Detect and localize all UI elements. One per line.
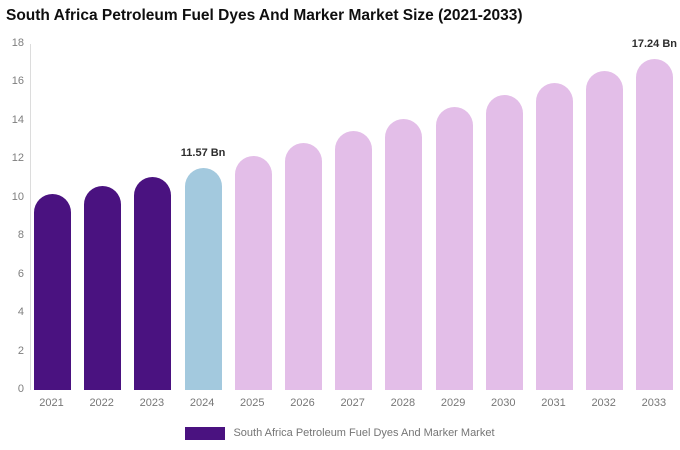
bar-2029[interactable] <box>435 107 473 390</box>
chart-title: South Africa Petroleum Fuel Dyes And Mar… <box>6 7 523 24</box>
x-axis-tick-label: 2033 <box>641 397 667 409</box>
y-axis-tick-label: 2 <box>17 344 24 357</box>
x-axis-tick-label: 2029 <box>440 397 466 409</box>
x-axis-tick-label: 2021 <box>39 397 64 409</box>
bar-value-label: 17.24 Bn <box>631 37 677 50</box>
plot-area: 11.57 Bn 17.24 Bn <box>30 38 677 390</box>
bar-2033[interactable] <box>636 58 674 390</box>
x-axis-tick-label: 2024 <box>189 397 215 409</box>
y-axis-tick-label: 0 <box>17 383 24 395</box>
bar-2021[interactable] <box>34 193 71 390</box>
y-axis-tick-label: 18 <box>11 37 24 49</box>
y-axis-tick-label: 8 <box>17 229 24 242</box>
y-axis-tick-label: 4 <box>17 306 24 319</box>
bar-2027[interactable] <box>335 131 373 390</box>
x-axis-tick-label: 2028 <box>390 397 416 409</box>
x-axis-tick-label: 2030 <box>491 397 516 409</box>
legend-item[interactable]: South Africa Petroleum Fuel Dyes And Mar… <box>185 426 495 440</box>
x-axis-tick-label: 2022 <box>89 397 114 409</box>
x-axis-tick-label: 2025 <box>240 397 265 409</box>
y-axis-tick-label: 14 <box>11 113 24 126</box>
bar-2028[interactable] <box>385 119 423 390</box>
y-axis-tick-label: 16 <box>11 75 24 88</box>
x-axis-tick-label: 2026 <box>290 397 315 409</box>
y-axis-labels: 0 2 4 6 8 10 12 14 16 18 <box>0 37 26 395</box>
x-axis-tick-label: 2031 <box>541 397 566 409</box>
legend: South Africa Petroleum Fuel Dyes And Mar… <box>0 426 680 440</box>
bar-2023[interactable] <box>134 176 172 390</box>
x-axis-tick-label: 2023 <box>139 397 165 409</box>
y-axis-tick-label: 6 <box>17 267 24 280</box>
bar-value-label: 11.57 Bn <box>180 146 226 159</box>
bar-2030[interactable] <box>485 94 523 390</box>
y-axis-tick-label: 10 <box>11 190 24 203</box>
bar-2025[interactable] <box>234 155 272 390</box>
x-axis-tick-label: 2032 <box>591 397 616 409</box>
y-axis-tick-label: 12 <box>11 152 24 165</box>
bar-2032[interactable] <box>586 70 624 390</box>
legend-swatch <box>185 426 226 440</box>
bar-2024[interactable] <box>184 167 222 390</box>
bar-2026[interactable] <box>285 143 322 390</box>
bar-2031[interactable] <box>536 82 573 390</box>
legend-label: South Africa Petroleum Fuel Dyes And Mar… <box>233 427 495 439</box>
x-axis-tick-label: 2027 <box>340 397 365 409</box>
bar-2022[interactable] <box>84 185 122 390</box>
x-axis-labels: 2021 2022 2023 2024 2025 2026 2027 2028 2029 2030… <box>30 397 676 411</box>
